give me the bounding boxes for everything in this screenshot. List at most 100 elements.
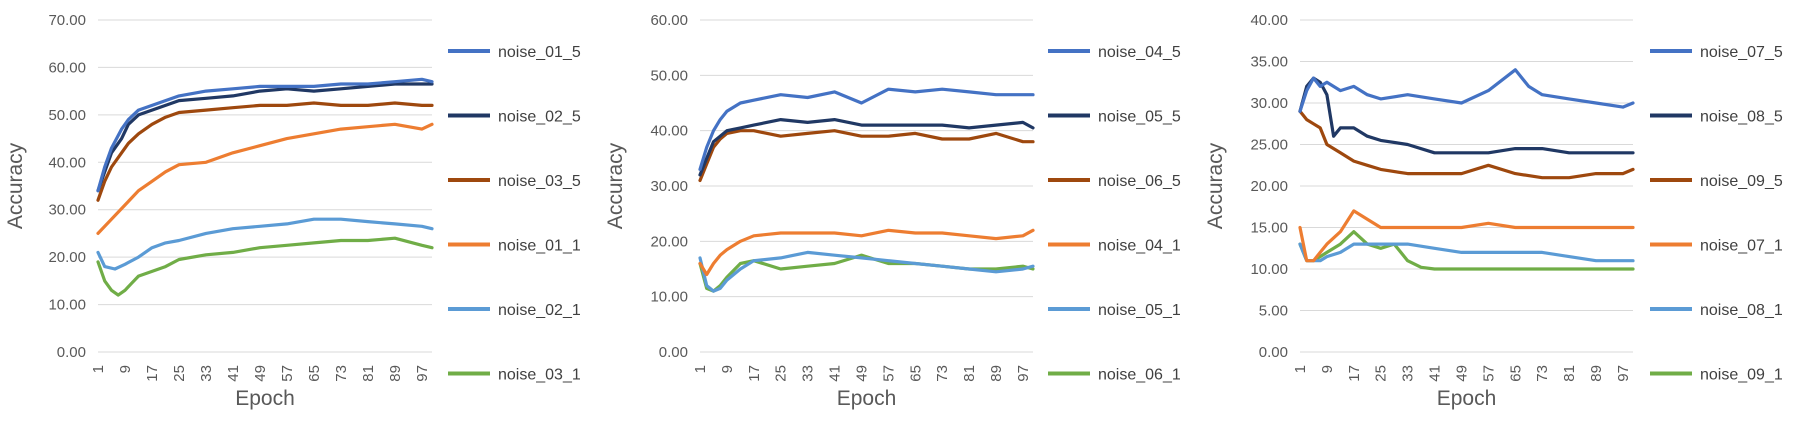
y-tick-label: 50.00: [48, 107, 86, 124]
series-group: [698, 87, 1035, 293]
legend-label: noise_08_1: [1700, 302, 1783, 319]
legend-label: noise_02_5: [498, 109, 581, 126]
series-line-noise_04_5: [698, 87, 1035, 171]
legend-label: noise_07_5: [1700, 44, 1783, 61]
x-tick-label: 57: [279, 365, 296, 382]
x-tick-label: 49: [252, 365, 269, 382]
legend-label: noise_05_1: [1098, 302, 1181, 319]
series-line-noise_03_1: [96, 236, 434, 297]
series-line-noise_03_5: [96, 101, 434, 202]
x-tick-label: 65: [907, 365, 924, 382]
x-tick-label: 89: [988, 365, 1005, 382]
y-tick-label: 20.00: [1250, 178, 1288, 195]
y-tick-label: 40.00: [48, 154, 86, 171]
x-tick-label: 73: [1534, 365, 1551, 382]
legend-label: noise_04_5: [1098, 44, 1181, 61]
x-tick-label: 73: [333, 365, 350, 382]
y-tick-label: 5.00: [1259, 303, 1288, 320]
x-tick-label: 81: [961, 365, 978, 382]
series-line-noise_08_5: [1298, 76, 1635, 155]
y-tick-label: 0.00: [1259, 344, 1288, 361]
x-tick-label: 1: [692, 365, 709, 373]
x-axis-title: Epoch: [235, 387, 295, 410]
series-line-noise_01_5: [96, 77, 434, 193]
legend-label: noise_06_1: [1098, 367, 1181, 384]
y-tick-label: 10.00: [1250, 261, 1288, 278]
legend: noise_04_5 noise_05_5 noise_06_5 noise_04_1…: [1048, 44, 1181, 384]
series-group: [96, 77, 434, 297]
y-tick-label: 40.00: [650, 123, 688, 140]
x-tick-label: 1: [90, 365, 107, 373]
x-tick-label: 57: [880, 365, 897, 382]
legend: noise_07_5 noise_08_5 noise_09_5 noise_07_1…: [1650, 44, 1783, 384]
series-line-noise_08_1: [1298, 242, 1635, 263]
series-line-noise_06_5: [698, 129, 1035, 183]
y-tick-label: 60.00: [650, 12, 688, 29]
series-line-noise_09_1: [1298, 230, 1635, 271]
legend-label: noise_07_1: [1700, 238, 1783, 255]
x-tick-label: 41: [1427, 365, 1444, 382]
y-tick-label: 10.00: [650, 289, 688, 306]
x-axis-title: Epoch: [837, 387, 897, 410]
y-tick-label: 70.00: [48, 12, 86, 29]
x-tick-label: 17: [1346, 365, 1363, 382]
legend-label: noise_03_5: [498, 173, 581, 190]
y-tick-label: 30.00: [48, 202, 86, 219]
series-line-noise_04_1: [698, 228, 1035, 277]
y-tick-label: 35.00: [1250, 54, 1288, 71]
chart-2: 0.00 10.00 20.00 30.00 40.00 50.00 60.00 1 9 17 25…: [604, 12, 1181, 410]
y-tick-label: 10.00: [48, 297, 86, 314]
series-line-noise_05_1: [698, 250, 1035, 293]
x-tick-label: 57: [1480, 365, 1497, 382]
series-line-noise_02_1: [96, 217, 434, 271]
x-tick-label: 65: [1507, 365, 1524, 382]
legend-label: noise_04_1: [1098, 238, 1181, 255]
y-tick-label: 60.00: [48, 59, 86, 76]
legend: noise_01_5 noise_02_5 noise_03_5 noise_01_1…: [448, 44, 581, 384]
y-tick-label: 20.00: [650, 233, 688, 250]
y-tick-label: 0.00: [57, 344, 86, 361]
x-tick-label: 33: [800, 365, 817, 382]
legend-label: noise_05_5: [1098, 109, 1181, 126]
y-tick-label: 0.00: [659, 344, 688, 361]
x-tick-label: 17: [746, 365, 763, 382]
y-axis-title: Accuracy: [4, 142, 27, 229]
y-axis-title: Accuracy: [1204, 142, 1227, 229]
legend-label: noise_02_1: [498, 302, 581, 319]
x-tick-label: 41: [827, 365, 844, 382]
x-tick-label: 9: [117, 365, 134, 373]
y-tick-label: 40.00: [1250, 12, 1288, 29]
y-tick-label: 50.00: [650, 67, 688, 84]
series-group: [1298, 68, 1635, 271]
y-tick-label: 30.00: [1250, 95, 1288, 112]
y-tick-label: 20.00: [48, 249, 86, 266]
x-tick-label: 97: [1015, 365, 1032, 382]
series-line-noise_06_1: [698, 253, 1035, 293]
series-line-noise_02_5: [96, 82, 434, 193]
series-line-noise_01_1: [96, 122, 434, 235]
chart-1: 0.00 10.00 20.00 30.00 40.00 50.00 60.00 70.00 1…: [4, 12, 581, 410]
x-tick-label: 25: [171, 365, 188, 382]
x-tick-label: 41: [225, 365, 242, 382]
x-tick-label: 97: [1615, 365, 1632, 382]
x-axis-title: Epoch: [1437, 387, 1497, 410]
x-tick-label: 1: [1292, 365, 1309, 373]
x-tick-label: 89: [387, 365, 404, 382]
series-line-noise_07_1: [1298, 209, 1635, 263]
chart-3: 0.00 5.00 10.00 15.00 20.00 25.00 30.00 35.00 40…: [1204, 12, 1783, 410]
y-axis-title: Accuracy: [604, 142, 627, 229]
y-tick-label: 15.00: [1250, 220, 1288, 237]
x-tick-label: 73: [934, 365, 951, 382]
x-tick-label: 25: [773, 365, 790, 382]
x-tick-label: 49: [853, 365, 870, 382]
y-tick-label: 30.00: [650, 178, 688, 195]
legend-label: noise_01_1: [498, 238, 581, 255]
x-tick-label: 89: [1588, 365, 1605, 382]
x-tick-label: 97: [414, 365, 431, 382]
series-line-noise_05_5: [698, 118, 1035, 177]
x-tick-label: 9: [1319, 365, 1336, 373]
x-tick-label: 25: [1373, 365, 1390, 382]
x-tick-label: 81: [360, 365, 377, 382]
legend-label: noise_08_5: [1700, 109, 1783, 126]
